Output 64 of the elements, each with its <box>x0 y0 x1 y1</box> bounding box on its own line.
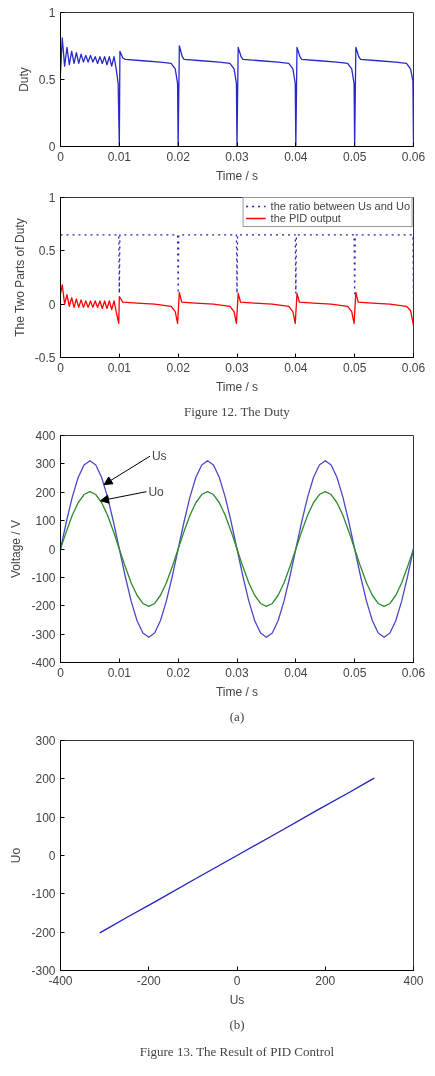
x-tick-label: 0.03 <box>225 360 249 375</box>
y-tick-label: 300 <box>35 734 56 748</box>
legend-label: the PID output <box>270 212 341 224</box>
y-tick-label: 0 <box>48 297 56 312</box>
x-tick-label: 0.02 <box>166 149 191 164</box>
y-tick-label: 400 <box>35 429 56 443</box>
text: (b) <box>229 1016 245 1032</box>
x-axis-title: Time / s <box>215 168 259 183</box>
x-tick-label: 400 <box>403 973 424 988</box>
x-tick-label: 0.06 <box>401 149 426 164</box>
x-tick-label: -200 <box>136 973 162 988</box>
x-tick-label: 0.04 <box>284 360 308 375</box>
y-tick-label: 0 <box>48 140 56 154</box>
x-tick-label: 0.03 <box>225 149 249 164</box>
line-series <box>60 284 414 327</box>
y-tick-label: -400 <box>31 656 56 670</box>
x-tick-label: 0.05 <box>342 665 367 680</box>
x-tick-label: 0.05 <box>342 360 367 375</box>
y-axis-title: The Two Parts of Duty <box>12 218 27 337</box>
y-tick-label: -0.5 <box>34 351 56 365</box>
y-axis-title: Voltage / V <box>9 519 24 579</box>
x-tick-label: 0.04 <box>284 665 308 680</box>
y-tick-label: 0 <box>48 542 56 557</box>
y-axis-title: Uo <box>9 847 24 864</box>
x-tick-label: 0.06 <box>401 360 426 375</box>
x-tick-label: 0.06 <box>401 665 426 680</box>
caption: Figure 12. The Duty <box>183 403 291 419</box>
line-series <box>60 460 414 638</box>
y-tick-label: 1 <box>48 6 56 20</box>
y-tick-label: 100 <box>35 514 56 529</box>
x-tick-label: 0.01 <box>107 149 132 164</box>
x-tick-label: 200 <box>315 973 336 988</box>
text: (a) <box>229 708 245 724</box>
legend-label: the ratio between Us and Uo <box>270 200 410 212</box>
y-tick-label: -100 <box>31 887 56 902</box>
y-tick-label: 100 <box>35 810 56 825</box>
y-tick-label: 0.5 <box>38 73 56 87</box>
y-axis-title: Duty <box>16 67 31 92</box>
x-axis-title: Time / s <box>215 684 259 699</box>
x-tick-label: 0.04 <box>284 149 308 164</box>
y-tick-label: -300 <box>31 964 56 978</box>
x-tick-label: 0.03 <box>225 665 249 680</box>
x-tick-label: 0.01 <box>107 665 132 680</box>
y-tick-label: -300 <box>31 627 56 642</box>
line-series <box>99 777 375 934</box>
annotation: Uo <box>148 484 165 499</box>
x-tick-label: 0.02 <box>166 665 191 680</box>
x-tick-label: 0 <box>233 973 241 988</box>
y-tick-label: -200 <box>31 925 56 940</box>
y-tick-label: 200 <box>35 772 56 787</box>
caption: Figure 13. The Result of PID Control <box>139 1043 335 1059</box>
y-tick-label: 0 <box>48 849 56 863</box>
y-tick-label: 200 <box>35 485 56 500</box>
y-tick-label: -200 <box>31 599 56 614</box>
y-tick-label: 300 <box>35 457 56 472</box>
x-tick-label: 0.01 <box>107 360 132 375</box>
x-axis-title: Us <box>229 992 245 1007</box>
y-tick-label: -100 <box>31 570 56 585</box>
x-tick-label: 0.05 <box>342 149 367 164</box>
y-tick-label: 1 <box>48 191 56 205</box>
x-tick-label: 0.02 <box>166 360 191 375</box>
annotation: Us <box>151 449 167 464</box>
y-tick-label: 0.5 <box>38 244 56 259</box>
x-axis-title: Time / s <box>215 379 259 394</box>
